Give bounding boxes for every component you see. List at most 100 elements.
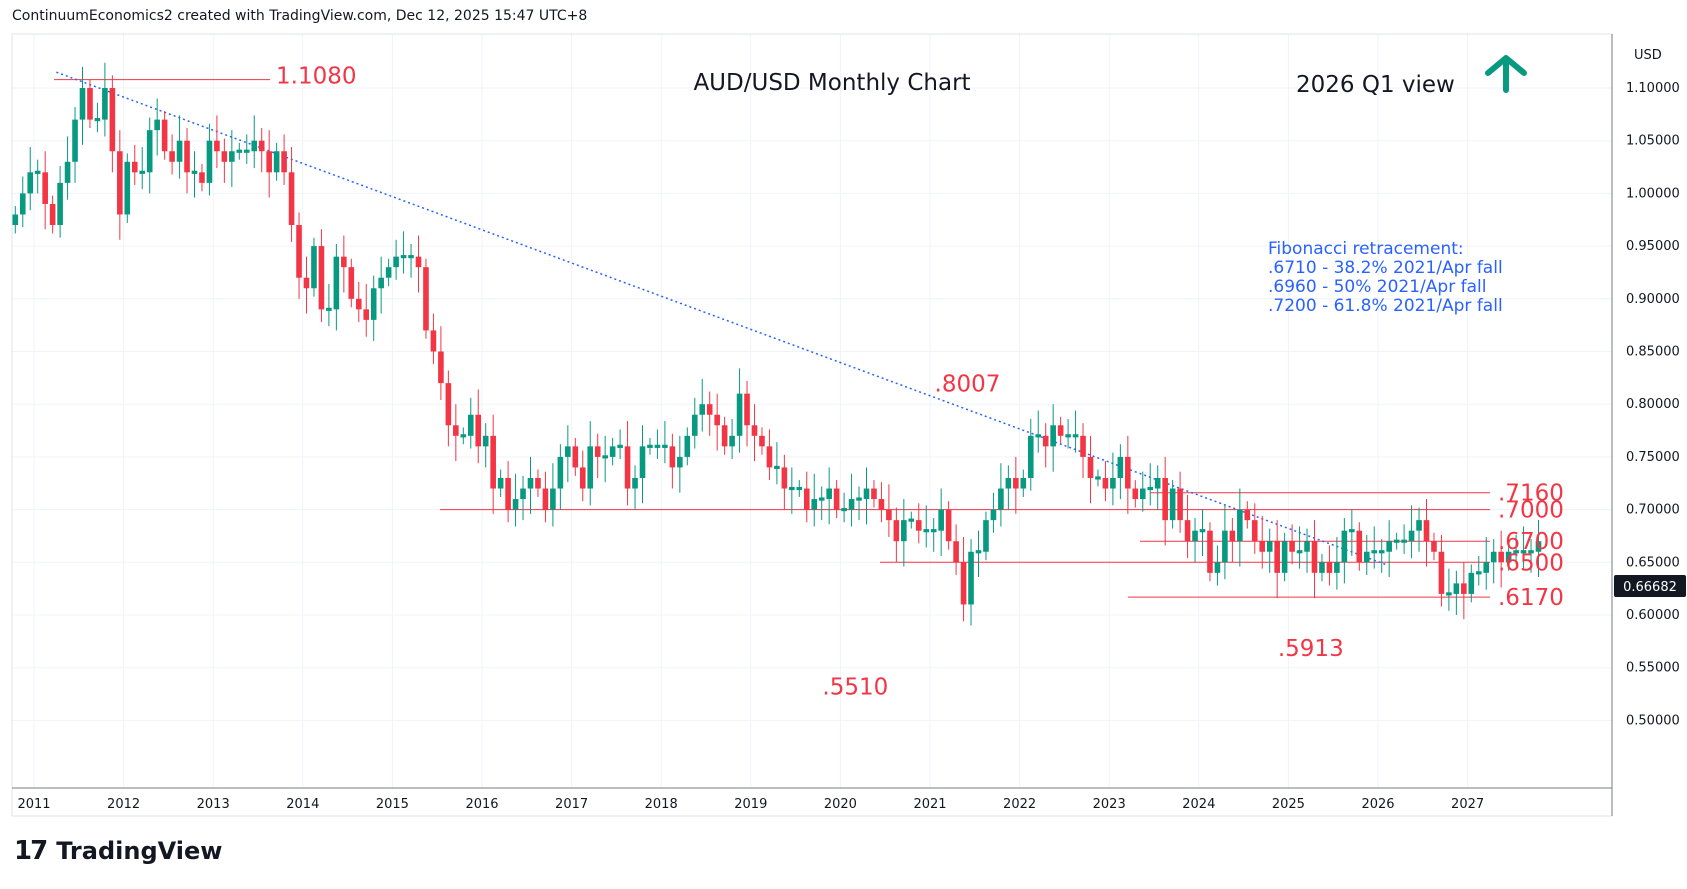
candle-body <box>923 529 930 533</box>
candle-body <box>579 467 586 489</box>
candle-body <box>1498 551 1504 563</box>
price-tick-label: 1.00000 <box>1626 186 1680 201</box>
price-tick-label: 0.50000 <box>1626 713 1680 728</box>
candle-body <box>281 151 287 173</box>
candle-body <box>1401 539 1407 543</box>
candle-body <box>326 307 332 311</box>
candle-body <box>146 130 153 173</box>
candle-body <box>1356 530 1363 563</box>
candle-body <box>1095 476 1101 480</box>
price-tick-label: 0.60000 <box>1626 608 1680 623</box>
candle-body <box>430 330 437 352</box>
candle-body <box>953 541 959 563</box>
candle-body <box>1274 541 1280 573</box>
candle-body <box>1408 530 1415 542</box>
candle-body <box>258 140 265 152</box>
candle-body <box>624 446 631 489</box>
candle-body <box>572 446 579 468</box>
time-tick-label: 2023 <box>1093 797 1126 812</box>
candle-body <box>803 488 810 510</box>
level-label: .6700 <box>1498 529 1564 555</box>
candle-body <box>497 477 504 489</box>
time-tick-label: 2024 <box>1182 797 1215 812</box>
candle-body <box>169 151 175 162</box>
candle-body <box>1304 541 1310 552</box>
candle-body <box>131 161 138 173</box>
time-tick-label: 2019 <box>734 797 767 812</box>
candlestick-series <box>12 62 1542 626</box>
candle-body <box>490 435 496 489</box>
candle-body <box>1065 434 1071 438</box>
candle-body <box>1296 550 1303 554</box>
level-label: .7160 <box>1498 481 1564 507</box>
time-tick-label: 2018 <box>645 797 678 812</box>
candle-body <box>445 383 452 426</box>
candle-body <box>841 508 847 512</box>
candle-body <box>1513 550 1519 554</box>
candle-body <box>42 172 48 204</box>
candle-body <box>729 435 735 447</box>
candle-body <box>826 488 832 500</box>
candle-body <box>251 140 258 152</box>
candle-body <box>415 256 422 268</box>
tradingview-logo[interactable]: 17 TradingView <box>14 836 222 866</box>
candle-body <box>1013 477 1019 489</box>
candle-body <box>1139 488 1146 500</box>
candle-body <box>960 562 967 605</box>
fibonacci-line-3: .7200 - 61.8% 2021/Apr fall <box>1268 296 1503 316</box>
candle-body <box>677 456 683 468</box>
candle-body <box>1177 488 1183 521</box>
candle-body <box>1199 529 1206 533</box>
candle-body <box>363 309 370 320</box>
candle-body <box>557 456 564 489</box>
candle-body <box>1259 541 1266 552</box>
candle-body <box>1005 477 1012 489</box>
candle-body <box>818 497 825 501</box>
time-tick-label: 2025 <box>1272 797 1305 812</box>
candle-body <box>856 497 862 501</box>
candle-body <box>467 414 474 436</box>
candle-body <box>1505 551 1512 563</box>
level-label: 1.1080 <box>276 64 356 90</box>
candle-body <box>1080 435 1086 457</box>
time-tick-label: 2020 <box>824 797 857 812</box>
candle-body <box>1461 583 1467 594</box>
candle-body <box>1528 550 1534 554</box>
candle-body <box>1289 541 1295 552</box>
candle-body <box>774 465 780 470</box>
candle-body <box>699 404 706 415</box>
candle-body <box>117 151 123 215</box>
candle-body <box>654 444 661 448</box>
candle-body <box>1087 456 1094 478</box>
candle-body <box>594 446 601 457</box>
fibonacci-title: Fibonacci retracement: <box>1268 239 1464 259</box>
candle-body <box>124 161 131 215</box>
candle-body <box>1244 509 1251 521</box>
candle-body <box>1222 530 1228 563</box>
price-tick-label: 0.75000 <box>1626 450 1680 465</box>
price-tick-label: 0.70000 <box>1626 503 1680 518</box>
candle-body <box>565 446 571 457</box>
price-tick-label: 0.55000 <box>1626 661 1680 676</box>
candle-body <box>1281 541 1288 573</box>
tradingview-logo-icon: 17 <box>14 836 48 866</box>
candle-body <box>744 393 750 426</box>
time-tick-label: 2013 <box>197 797 230 812</box>
candle-body <box>453 425 459 436</box>
candle-body <box>318 246 325 310</box>
candle-body <box>1266 541 1273 552</box>
time-axis-labels: 2011 2012 2013 2014 2015 2016 2017 2018 2019 2020… <box>17 797 1484 812</box>
price-tick-label: 0.90000 <box>1626 292 1680 307</box>
candle-body <box>355 298 362 310</box>
price-tick-label: 1.05000 <box>1626 134 1680 149</box>
view-label: 2026 Q1 view <box>1296 72 1455 98</box>
time-tick-label: 2026 <box>1361 797 1394 812</box>
candle-body <box>296 225 302 278</box>
level-labels: 1.1080 .7160.7000 .6700.6500 .6170 <box>276 64 1564 612</box>
candle-body <box>1072 434 1079 438</box>
candle-body <box>1416 520 1422 531</box>
candle-body <box>1490 551 1497 563</box>
candle-body <box>370 288 377 320</box>
point-labels: .8007 .5510 .5913 <box>822 371 1343 700</box>
